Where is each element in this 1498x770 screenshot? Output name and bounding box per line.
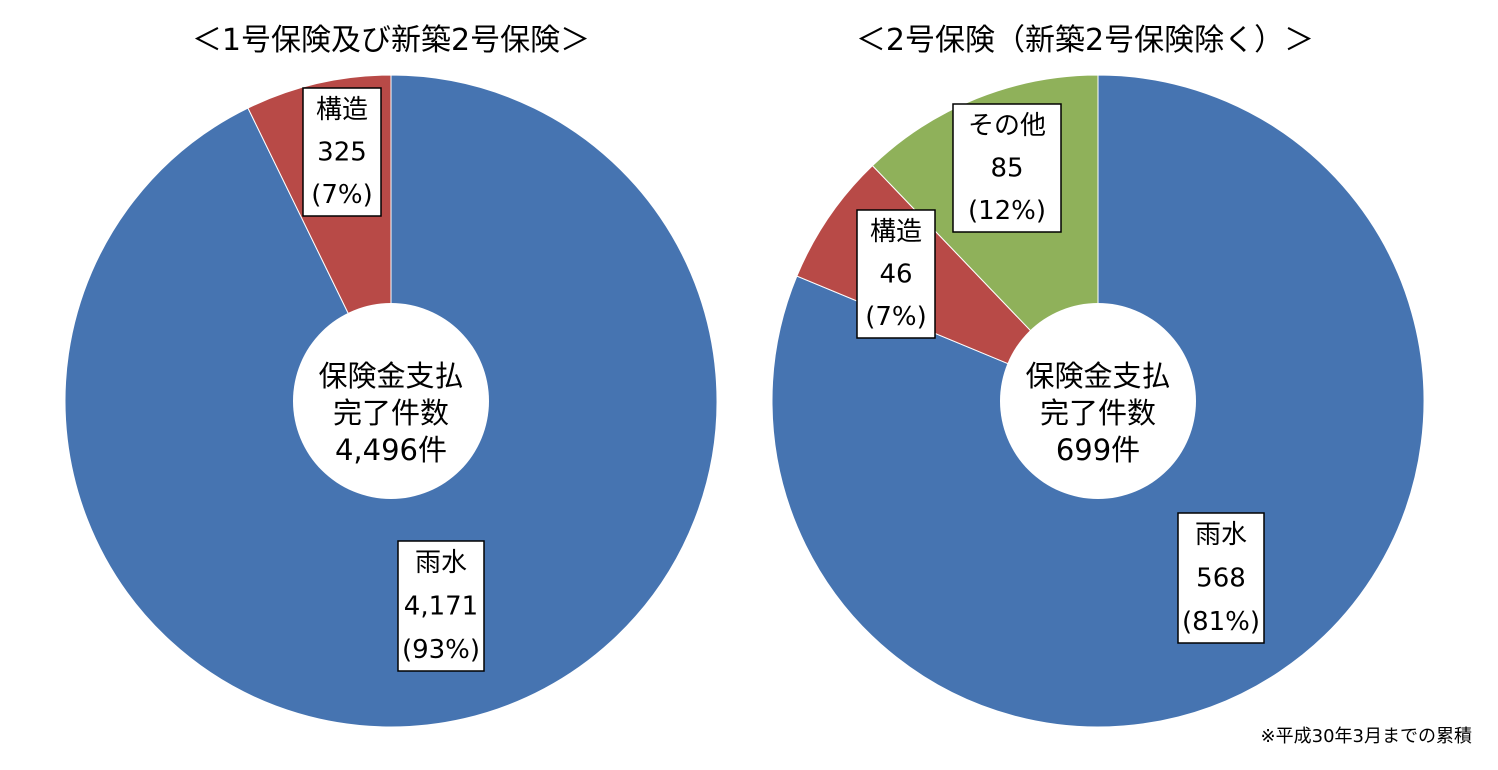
slice-label-name: 雨水 xyxy=(415,548,467,578)
footnote: ※平成30年3月までの累積 xyxy=(1260,726,1472,747)
label-box xyxy=(1177,512,1265,644)
chart-title: ＜2号保険（新築2号保険除く）＞ xyxy=(856,23,1314,58)
slice-label-その他: その他 85 (12%) xyxy=(952,103,1062,233)
slice-label-構造: 構造 325 (7%) xyxy=(302,87,382,217)
slice-label-percent_label: (7%) xyxy=(311,180,373,210)
slice-label-value_label: 568 xyxy=(1196,564,1246,594)
pie-center-hole xyxy=(1000,303,1196,499)
center-label-line: 4,496件 xyxy=(335,433,447,467)
slice-label-構造: 構造 46 (7%) xyxy=(856,209,936,339)
slice-label-percent_label: (7%) xyxy=(865,302,927,332)
slice-label-name: 雨水 xyxy=(1195,520,1247,550)
slice-label-value_label: 85 xyxy=(990,154,1023,184)
slice-label-value_label: 325 xyxy=(317,138,367,168)
slice-label-percent_label: (93%) xyxy=(402,635,480,665)
slice-label-value_label: 4,171 xyxy=(404,592,478,622)
center-label-line: 完了件数 xyxy=(1040,396,1156,430)
center-label-line: 完了件数 xyxy=(333,396,449,430)
label-box xyxy=(952,103,1062,233)
label-box xyxy=(302,87,382,217)
slice-label-percent_label: (12%) xyxy=(968,196,1046,226)
slice-label-percent_label: (81%) xyxy=(1182,607,1260,637)
pie-center-hole xyxy=(293,303,489,499)
slice-label-雨水: 雨水 4,171 (93%) xyxy=(397,540,485,672)
center-label-line: 699件 xyxy=(1056,433,1140,467)
label-box xyxy=(856,209,936,339)
slice-label-value_label: 46 xyxy=(879,260,912,290)
center-label-line: 保険金支払 xyxy=(318,359,463,393)
label-box xyxy=(397,540,485,672)
slice-label-name: 構造 xyxy=(316,95,368,125)
center-label-line: 保険金支払 xyxy=(1025,359,1170,393)
slice-label-name: その他 xyxy=(968,111,1046,141)
chart-title: ＜1号保険及び新築2号保険＞ xyxy=(192,23,590,58)
slice-label-name: 構造 xyxy=(870,217,922,247)
slice-label-雨水: 雨水 568 (81%) xyxy=(1177,512,1265,644)
